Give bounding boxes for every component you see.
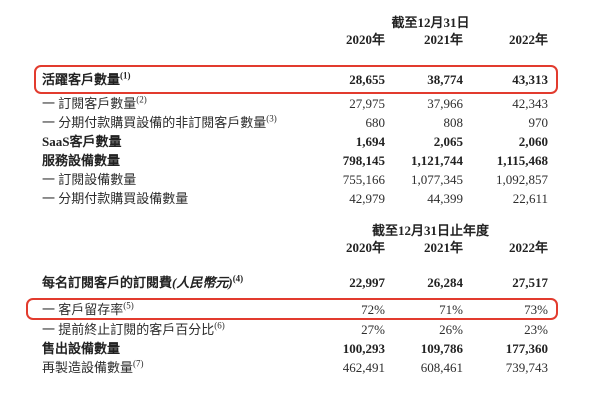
value-2020: 755,166 [342, 172, 385, 187]
row-label: 一 分期付款購買設備的非訂閱客戶數量(3) [42, 113, 277, 130]
section-year-ended-dec31: 截至12月31日止年度 2020年 2021年 2022年 每名訂閱客戶的訂閱費… [26, 222, 558, 377]
row-label: 服務設備數量 [42, 153, 121, 168]
footnote-ref: (6) [214, 320, 225, 331]
value-2022: 23% [524, 322, 548, 337]
footnote-ref: (7) [133, 358, 144, 369]
row-label: 一 訂閱客戶數量(2) [42, 94, 147, 111]
period-header: 截至12月31日 [391, 15, 470, 30]
period-header-row: 截至12月31日止年度 [42, 222, 548, 239]
table-row-remanufactured-devices: 再製造設備數量(7) 462,491 608,461 739,743 [42, 358, 548, 377]
value-2021: 71% [439, 301, 463, 317]
value-2021: 37,966 [427, 96, 463, 111]
value-2022: 42,343 [512, 96, 548, 111]
table-row-subscription-devices: 一 訂閱設備數量 755,166 1,077,345 1,092,857 [42, 170, 548, 189]
value-2022: 22,611 [512, 191, 548, 206]
year-header-2021: 2021年 [423, 31, 463, 47]
value-2020: 100,293 [342, 341, 385, 356]
year-header-2020: 2020年 [345, 31, 385, 47]
row-label: SaaS客戶數量 [42, 134, 122, 149]
row-label: 一 分期付款購買設備數量 [42, 191, 189, 206]
row-label: 一 訂閱設備數量 [42, 172, 137, 187]
table-row-devices-sold: 售出設備數量 100,293 109,786 177,360 [42, 339, 548, 358]
value-2022: 1,092,857 [496, 172, 548, 187]
value-2020: 28,655 [349, 72, 385, 87]
value-2022: 1,115,468 [496, 153, 548, 168]
value-2020: 798,145 [342, 153, 385, 168]
footnote-ref: (3) [266, 113, 277, 124]
value-2022: 73% [524, 301, 548, 317]
footnote-ref: (2) [136, 94, 147, 105]
value-2022: 2,060 [518, 134, 548, 149]
table-row-saas-customers: SaaS客戶數量 1,694 2,065 2,060 [42, 132, 548, 151]
value-2020: 462,491 [342, 360, 385, 375]
row-label: 活躍客戶數量(1) [42, 70, 131, 87]
value-2022: 970 [528, 115, 549, 130]
period-header: 截至12月31日止年度 [371, 223, 489, 238]
year-header-row: 2020年 2021年 2022年 [42, 31, 548, 47]
value-2022: 27,517 [512, 275, 548, 290]
period-header-row: 截至12月31日 [42, 14, 548, 31]
value-2020: 27,975 [349, 96, 385, 111]
section-as-of-dec31: 截至12月31日 2020年 2021年 2022年 活躍客戶數量(1) 28,… [34, 14, 558, 208]
row-label: 每名訂閱客戶的訂閱費(人民幣元)(4) [42, 273, 244, 290]
value-2020: 42,979 [349, 191, 385, 206]
value-2021: 38,774 [427, 72, 463, 87]
value-2022: 43,313 [512, 72, 548, 87]
table-row-early-termination: 一 提前終止訂閱的客戶百分比(6) 27% 26% 23% [42, 320, 548, 339]
table-row-subscription-fee: 每名訂閱客戶的訂閱費(人民幣元)(4) 22,997 26,284 27,517 [42, 273, 548, 292]
footnote-ref: (4) [232, 273, 244, 284]
value-2021: 808 [443, 115, 464, 130]
footnote-ref: (5) [123, 300, 134, 311]
footnote-ref: (1) [120, 70, 131, 81]
value-2020: 680 [365, 115, 386, 130]
value-2020: 72% [361, 301, 385, 317]
year-header-row: 2020年 2021年 2022年 [42, 239, 548, 255]
value-2022: 177,360 [505, 341, 548, 356]
table-row-nonsubscription-customers: 一 分期付款購買設備的非訂閱客戶數量(3) 680 808 970 [42, 113, 548, 132]
value-2021: 26,284 [427, 275, 463, 290]
row-label: 售出設備數量 [42, 341, 121, 356]
value-2021: 1,077,345 [411, 172, 463, 187]
row-label: 一 提前終止訂閱的客戶百分比(6) [42, 320, 225, 337]
value-2022: 739,743 [505, 360, 548, 375]
year-header-2022: 2022年 [508, 239, 548, 255]
year-header-2022: 2022年 [508, 31, 548, 47]
value-2021: 44,399 [427, 191, 463, 206]
year-header-2021: 2021年 [423, 239, 463, 255]
table-row-serviced-devices: 服務設備數量 798,145 1,121,744 1,115,468 [42, 151, 548, 170]
value-2021: 26% [439, 322, 463, 337]
row-label: 再製造設備數量(7) [42, 358, 144, 375]
value-2020: 27% [361, 322, 385, 337]
highlighted-row-customer-retention: 一 客戶留存率(5) 72% 71% 73% [26, 298, 558, 320]
table-row-subscription-customers: 一 訂閱客戶數量(2) 27,975 37,966 42,343 [42, 94, 548, 113]
value-2021: 1,121,744 [411, 153, 463, 168]
table-row-installment-devices: 一 分期付款購買設備數量 42,979 44,399 22,611 [42, 189, 548, 208]
value-2020: 1,694 [355, 134, 385, 149]
year-header-2020: 2020年 [345, 239, 385, 255]
row-label: 一 客戶留存率(5) [42, 300, 134, 317]
value-2021: 608,461 [420, 360, 463, 375]
value-2021: 2,065 [433, 134, 463, 149]
highlighted-row-active-customers: 活躍客戶數量(1) 28,655 38,774 43,313 [34, 65, 558, 94]
value-2020: 22,997 [349, 275, 385, 290]
value-2021: 109,786 [420, 341, 463, 356]
